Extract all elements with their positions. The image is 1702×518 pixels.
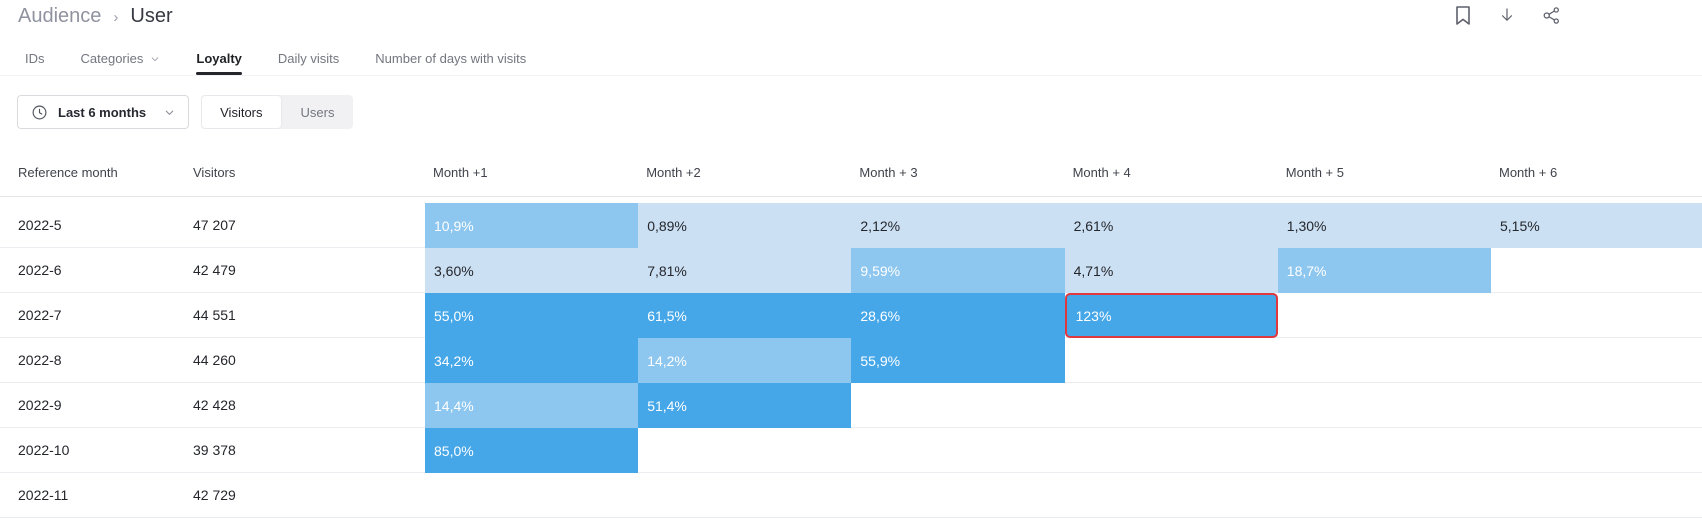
column-header-month-6: Month + 6: [1499, 165, 1558, 180]
cohort-cell[interactable]: 55,0%: [425, 293, 639, 338]
download-icon[interactable]: [1496, 4, 1518, 26]
reference-month-value: 2022-11: [18, 487, 69, 503]
reference-month-value: 2022-5: [18, 217, 62, 233]
tab-number-of-days-with-visits[interactable]: Number of days with visits: [375, 42, 526, 75]
cohort-cell[interactable]: 4,71%: [1064, 248, 1278, 293]
reference-month-value: 2022-8: [18, 352, 62, 368]
table-header: Reference month Visitors Month +1 Month +…: [0, 140, 1702, 197]
cohort-cell[interactable]: 14,2%: [638, 338, 852, 383]
tab-label: Loyalty: [196, 51, 242, 66]
cohort-cell[interactable]: 3,60%: [425, 248, 639, 293]
toggle-option-users[interactable]: Users: [300, 104, 335, 120]
visitors-value: 42 428: [193, 397, 236, 413]
chevron-down-icon: [150, 54, 160, 64]
visitors-value: 39 378: [193, 442, 236, 458]
filter-row: Last 6 months Visitors Users: [17, 95, 354, 129]
cohort-cell-highlighted[interactable]: 123%: [1064, 293, 1278, 338]
period-selector[interactable]: Last 6 months: [17, 95, 190, 129]
share-icon[interactable]: [1540, 4, 1562, 26]
visitors-value: 44 260: [193, 352, 236, 368]
cohort-cell[interactable]: 18,7%: [1277, 248, 1491, 293]
column-header-month-2: Month +2: [646, 165, 701, 180]
cohort-cell[interactable]: 85,0%: [425, 428, 639, 473]
bookmark-icon[interactable]: [1452, 4, 1474, 26]
tab-label: Number of days with visits: [375, 51, 527, 66]
cohort-cell[interactable]: 2,61%: [1064, 203, 1278, 248]
column-header-visitors: Visitors: [193, 165, 236, 180]
toolbar-icons: [1452, 4, 1562, 26]
table-row: 2022-10 39 378 85,0%: [0, 428, 1702, 473]
toggle-option-visitors[interactable]: Visitors: [201, 95, 282, 129]
reference-month-value: 2022-7: [18, 307, 62, 323]
tab-ids[interactable]: IDs: [25, 42, 45, 75]
breadcrumb-separator: ›: [113, 8, 119, 26]
breadcrumb: Audience › User: [18, 5, 173, 28]
column-header-month-1: Month +1: [433, 165, 488, 180]
cohort-cell[interactable]: 9,59%: [851, 248, 1065, 293]
cohort-cell[interactable]: 51,4%: [638, 383, 852, 428]
clock-icon: [31, 104, 48, 121]
breadcrumb-audience[interactable]: Audience: [18, 5, 102, 27]
chevron-down-icon: [164, 107, 175, 118]
tab-label: Daily visits: [277, 51, 340, 66]
tab-label: Categories: [80, 51, 144, 66]
cohort-cell[interactable]: 0,89%: [638, 203, 852, 248]
cohort-cell[interactable]: 7,81%: [638, 248, 852, 293]
cohort-cell[interactable]: 55,9%: [851, 338, 1065, 383]
tab-bar: IDs Categories Loyalty Daily visits Number o…: [0, 42, 1702, 76]
cohort-cell[interactable]: 1,30%: [1277, 203, 1491, 248]
column-header-month-5: Month + 5: [1285, 165, 1344, 180]
cohort-cell[interactable]: 14,4%: [425, 383, 639, 428]
visitors-value: 44 551: [193, 307, 236, 323]
column-header-reference-month: Reference month: [18, 165, 118, 180]
reference-month-value: 2022-9: [18, 397, 62, 413]
cohort-cell[interactable]: 5,15%: [1491, 203, 1702, 248]
table-row: 2022-7 44 551 55,0% 61,5% 28,6% 123%: [0, 293, 1702, 338]
reference-month-value: 2022-6: [18, 262, 62, 278]
table-row: 2022-5 47 207 10,9% 0,89% 2,12% 2,61% 1,30% 5,1…: [0, 203, 1702, 248]
table-body: 2022-5 47 207 10,9% 0,89% 2,12% 2,61% 1,30% 5,1…: [0, 203, 1702, 518]
cohort-cell[interactable]: 10,9%: [425, 203, 639, 248]
tab-daily-visits[interactable]: Daily visits: [278, 42, 339, 75]
table-row: 2022-6 42 479 3,60% 7,81% 9,59% 4,71% 18,7%: [0, 248, 1702, 293]
cohort-cell[interactable]: 28,6%: [851, 293, 1065, 338]
tab-categories[interactable]: Categories: [81, 42, 161, 75]
tab-loyalty[interactable]: Loyalty: [196, 42, 242, 75]
visitors-value: 42 729: [193, 487, 236, 503]
top-bar: Audience › User: [0, 0, 1702, 42]
period-selector-label: Last 6 months: [58, 104, 147, 120]
cohort-cell[interactable]: 34,2%: [425, 338, 639, 383]
tab-label: IDs: [25, 51, 45, 66]
visitors-users-toggle: Visitors Users: [201, 95, 354, 129]
column-header-month-4: Month + 4: [1072, 165, 1131, 180]
visitors-value: 47 207: [193, 217, 236, 233]
table-row: 2022-11 42 729: [0, 473, 1702, 518]
table-row: 2022-8 44 260 34,2% 14,2% 55,9%: [0, 338, 1702, 383]
column-header-month-3: Month + 3: [859, 165, 918, 180]
page-title: User: [130, 5, 173, 27]
cohort-cell[interactable]: 2,12%: [851, 203, 1065, 248]
cohort-cell[interactable]: 61,5%: [638, 293, 852, 338]
visitors-value: 42 479: [193, 262, 236, 278]
table-row: 2022-9 42 428 14,4% 51,4%: [0, 383, 1702, 428]
reference-month-value: 2022-10: [18, 442, 70, 458]
